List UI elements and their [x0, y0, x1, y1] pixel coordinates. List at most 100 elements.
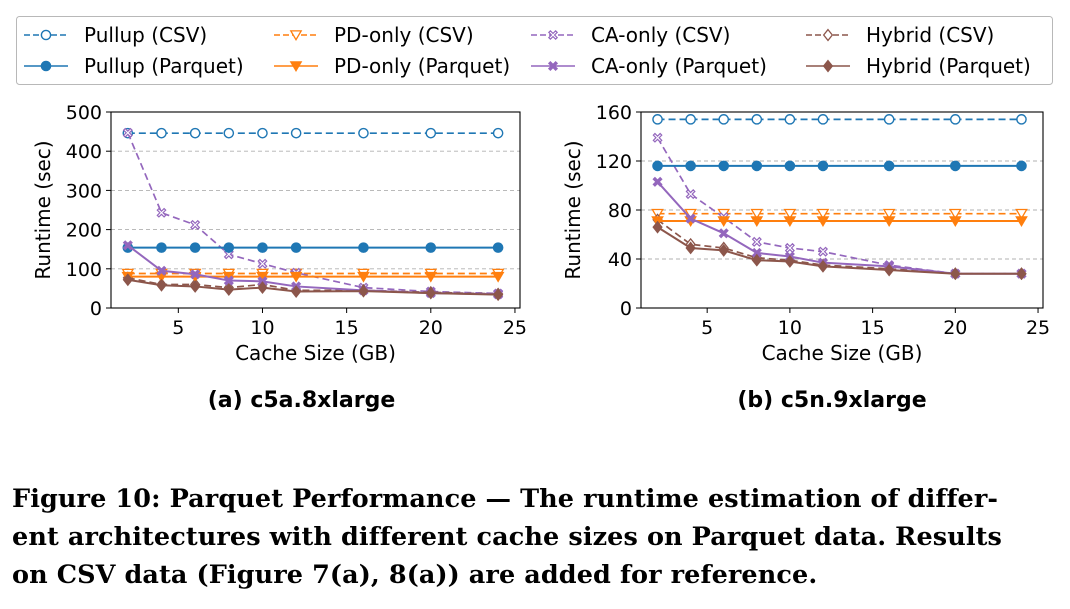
data-point: [817, 246, 829, 257]
series-line: [656, 181, 1022, 275]
data-point: [223, 242, 235, 253]
series-pullup-csv: [122, 127, 504, 139]
y-axis-label: Runtime (sec): [561, 140, 585, 279]
data-point: [491, 271, 505, 283]
data-point: [290, 285, 302, 298]
data-point: [685, 241, 696, 255]
data-point: [1015, 216, 1028, 227]
data-point: [717, 216, 731, 227]
data-point: [784, 114, 796, 125]
data-point: [751, 236, 762, 247]
y-tick-label: 100: [66, 259, 102, 281]
series-pd-only-parquet: [651, 216, 1028, 227]
data-point: [783, 216, 797, 227]
data-point: [156, 242, 167, 253]
data-point: [1016, 114, 1027, 125]
data-point: [190, 269, 201, 280]
data-point: [816, 216, 830, 227]
y-tick-label: 120: [596, 151, 632, 173]
legend-marker: [289, 61, 303, 72]
x-axis-label: Cache Size (GB): [762, 341, 923, 365]
data-point: [257, 242, 268, 253]
data-point: [950, 114, 961, 125]
series-hybrid-parquet: [652, 220, 1027, 281]
figure-caption: Figure 10: Parquet Performance — The run…: [12, 480, 1058, 594]
data-point: [950, 267, 961, 281]
data-point: [156, 278, 167, 292]
legend-label: CA-only (Parquet): [591, 54, 767, 78]
data-point: [817, 114, 829, 125]
data-point: [425, 127, 437, 139]
series-pullup-csv: [652, 114, 1027, 125]
legend-label: Hybrid (Parquet): [866, 54, 1031, 78]
legend-marker: [547, 29, 559, 41]
series-pullup-parquet: [652, 160, 1027, 172]
y-tick-label: 0: [620, 298, 632, 320]
y-tick-label: 160: [596, 102, 632, 124]
data-point: [289, 271, 303, 283]
series-ca-only-csv: [652, 132, 1027, 279]
legend-label: CA-only (CSV): [591, 23, 730, 47]
data-point: [425, 286, 436, 300]
data-point: [751, 160, 763, 172]
data-point: [357, 271, 370, 283]
data-point: [290, 127, 302, 139]
plot-frame: [110, 111, 521, 309]
legend-label: PD-only (CSV): [334, 23, 474, 47]
legend-item-hybrid-parquet: Hybrid (Parquet): [806, 54, 1031, 78]
data-point: [190, 279, 201, 293]
data-point: [652, 176, 663, 187]
data-point: [358, 242, 369, 253]
x-tick-label: 10: [250, 317, 274, 339]
legend-item-pd-only-csv: PD-only (CSV): [274, 23, 474, 47]
series-ca-only-parquet: [652, 176, 1027, 279]
legend-marker: [822, 59, 834, 73]
data-point: [122, 273, 133, 287]
data-point: [750, 208, 764, 220]
data-point: [1016, 160, 1027, 172]
data-point: [685, 114, 696, 125]
legend-marker: [547, 60, 559, 72]
data-point: [156, 265, 167, 276]
data-point: [156, 127, 167, 139]
data-point: [783, 208, 797, 220]
x-tick-label: 10: [778, 317, 802, 339]
legend-label: Pullup (CSV): [84, 23, 207, 47]
y-tick-label: 80: [608, 200, 632, 222]
data-point: [751, 247, 762, 258]
data-point: [1016, 267, 1027, 281]
data-point: [817, 259, 829, 273]
caption-line-3: on CSV data (Figure 7(a), 8(a)) are adde…: [12, 560, 818, 590]
data-point: [492, 127, 504, 139]
data-point: [948, 208, 962, 220]
data-point: [685, 160, 696, 172]
legend-item-hybrid-csv: Hybrid (CSV): [806, 23, 994, 47]
data-point: [492, 288, 504, 302]
y-tick-label: 200: [66, 220, 102, 242]
data-point: [223, 283, 234, 297]
data-point: [948, 216, 962, 227]
x-tick-label: 20: [943, 317, 967, 339]
data-point: [750, 216, 764, 227]
series-line: [656, 137, 1022, 275]
data-point: [883, 114, 895, 125]
subplot-title: (b) c5n.9xlarge: [737, 388, 926, 413]
legend-item-ca-only-parquet: CA-only (Parquet): [531, 54, 767, 78]
data-point: [257, 281, 268, 295]
legend-item-pd-only-parquet: PD-only (Parquet): [274, 54, 510, 78]
legend: Pullup (CSV) PD-only (CSV) CA-only (CSV) Hy…: [16, 16, 1053, 85]
y-axis-label: Runtime (sec): [31, 140, 55, 279]
data-point: [883, 160, 895, 172]
x-tick-label: 20: [419, 317, 443, 339]
subplot-title: (a) c5a.8xlarge: [208, 388, 396, 413]
data-point: [816, 208, 830, 220]
data-point: [257, 258, 268, 269]
data-point: [189, 127, 201, 139]
legend-item-ca-only-csv: CA-only (CSV): [531, 23, 730, 47]
data-point: [718, 228, 729, 239]
legend-marker: [822, 28, 834, 42]
data-point: [122, 127, 133, 138]
legend-marker: [289, 30, 303, 41]
data-point: [290, 242, 302, 253]
data-point: [751, 253, 762, 267]
